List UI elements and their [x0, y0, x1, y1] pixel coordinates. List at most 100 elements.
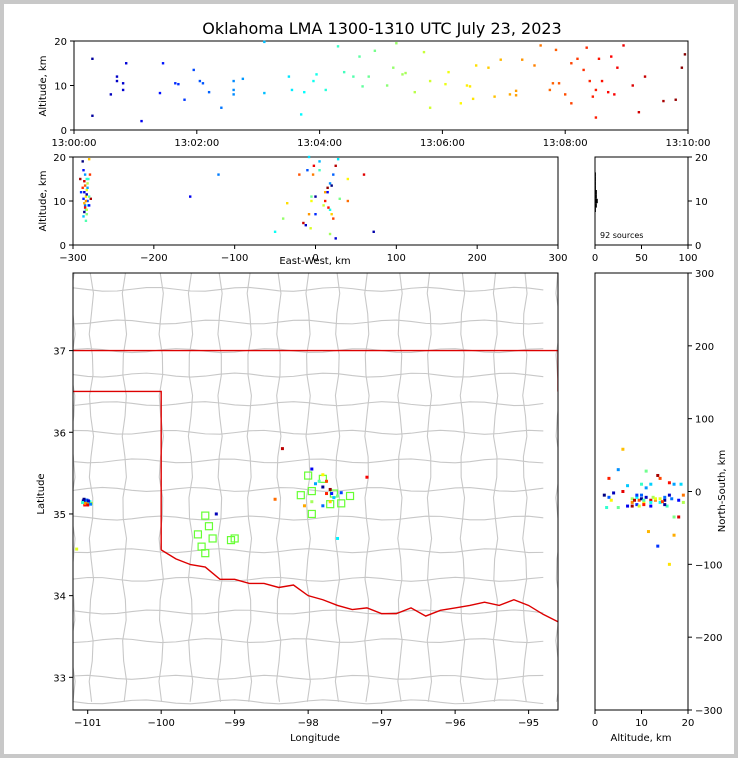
time-point: [637, 111, 641, 114]
time-point: [508, 93, 512, 96]
ew-point: [281, 217, 285, 220]
station-marker: [307, 509, 316, 519]
ew-point: [83, 210, 86, 214]
county-line: [73, 674, 544, 680]
map-x-tick-label: −100: [147, 718, 174, 729]
ns-point: [642, 498, 646, 502]
ns-point: [609, 498, 613, 502]
ns-x-tick-label: 0: [592, 718, 598, 729]
map-x-tick-label: −95: [518, 718, 539, 729]
ew-point: [85, 193, 88, 196]
time-point: [570, 102, 573, 105]
ew-point: [334, 164, 337, 167]
map-point: [214, 512, 218, 516]
hist-y-tick-label: 10: [695, 197, 708, 208]
ew-point: [322, 204, 325, 207]
county-line: [73, 638, 544, 644]
ew-point: [328, 232, 332, 236]
map-y-label: Latitude: [36, 473, 47, 514]
time-point: [140, 119, 143, 123]
ew-point: [87, 158, 91, 161]
ns-point: [630, 504, 634, 508]
ns-point: [644, 469, 648, 473]
ew-x-tick-label: −100: [221, 253, 248, 264]
ew-point: [84, 219, 88, 222]
time-point: [521, 58, 524, 61]
time-y-label: Altitude, km: [38, 56, 49, 117]
time-point: [600, 79, 604, 83]
ew-point: [326, 191, 329, 194]
ew-point: [346, 199, 350, 203]
time-point: [474, 64, 478, 67]
station-marker: [204, 522, 214, 531]
ns-point: [644, 495, 648, 499]
hist-bar: [595, 207, 596, 212]
ew-point: [83, 206, 87, 209]
time-point: [241, 77, 245, 81]
county-line: [73, 401, 544, 407]
ew-point: [273, 230, 277, 233]
time-point: [662, 99, 665, 103]
county-line: [187, 273, 194, 702]
time-point: [401, 73, 404, 76]
time-point: [303, 90, 306, 94]
ns-point: [635, 503, 639, 507]
ew-point: [328, 182, 332, 185]
time-point: [539, 44, 542, 47]
ew-x-tick-label: 200: [468, 253, 487, 264]
state-border-panhandle: [73, 390, 162, 550]
ew-point: [83, 180, 86, 183]
time-y-tick-label: 0: [61, 126, 67, 137]
map-point: [365, 475, 369, 479]
map-point: [81, 501, 85, 505]
time-point: [358, 55, 361, 58]
county-line: [73, 576, 544, 582]
map-point: [89, 502, 93, 506]
ew-point: [83, 173, 87, 176]
ns-point: [656, 473, 660, 477]
ew-point: [314, 213, 317, 216]
map-point: [86, 503, 90, 507]
station-marker: [193, 530, 203, 539]
ew-point: [82, 197, 85, 200]
time-point: [404, 71, 407, 75]
time-point: [613, 93, 616, 96]
time-point: [161, 62, 165, 65]
map-point: [273, 497, 277, 501]
time-point: [121, 82, 125, 85]
county-line: [492, 273, 499, 702]
ew-point: [314, 195, 317, 198]
time-point: [342, 70, 346, 74]
time-point: [471, 97, 475, 101]
map-y-tick-label: 35: [53, 510, 66, 521]
map-y-tick-label: 33: [53, 673, 66, 684]
time-point: [514, 94, 518, 97]
map-point: [302, 504, 306, 508]
ew-point: [311, 173, 315, 176]
ew-point: [372, 230, 375, 233]
figure-title: Oklahoma LMA 1300-1310 UTC July 23, 2023: [202, 19, 561, 38]
time-point: [570, 62, 573, 65]
time-point: [468, 85, 472, 88]
ns-point: [605, 506, 609, 510]
ew-point: [318, 160, 321, 163]
time-point: [465, 84, 469, 87]
state-border-north: [73, 349, 558, 392]
ns-point: [612, 491, 616, 495]
ns-point: [637, 504, 641, 508]
county-line: [73, 429, 544, 435]
time-point: [183, 98, 186, 101]
ew-point: [86, 199, 89, 203]
time-point: [91, 114, 94, 117]
time-point: [683, 53, 687, 56]
time-x-tick-label: 13:00:00: [52, 138, 97, 149]
county-line: [73, 286, 544, 292]
map-x-label: Longitude: [290, 733, 340, 744]
time-point: [315, 73, 318, 76]
map-point: [336, 494, 340, 498]
time-point: [324, 88, 327, 92]
hist-x-tick-label: 50: [635, 253, 648, 264]
ew-point: [332, 217, 335, 220]
map-point: [75, 547, 79, 551]
ns-point: [649, 498, 653, 502]
